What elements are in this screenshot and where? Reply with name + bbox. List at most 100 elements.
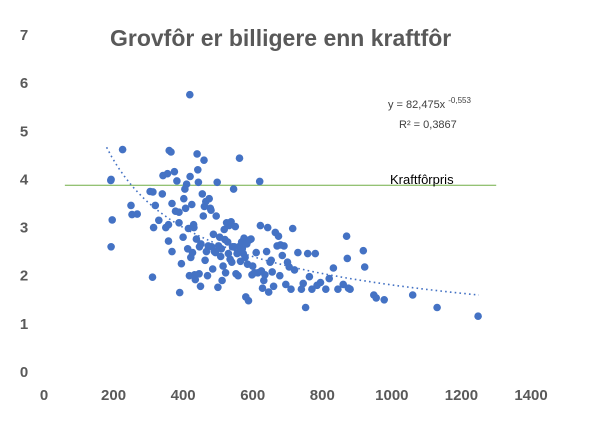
data-point bbox=[346, 285, 354, 294]
data-point bbox=[234, 271, 242, 280]
data-point bbox=[372, 294, 381, 302]
data-point bbox=[329, 264, 338, 272]
data-point bbox=[474, 312, 482, 321]
data-point bbox=[194, 166, 202, 174]
data-point bbox=[282, 280, 290, 289]
data-point bbox=[164, 220, 173, 229]
data-point bbox=[288, 224, 297, 233]
data-point bbox=[107, 243, 115, 251]
data-point bbox=[149, 223, 158, 232]
data-point bbox=[209, 230, 218, 239]
data-point bbox=[118, 145, 127, 154]
data-point bbox=[180, 194, 188, 203]
data-point bbox=[334, 285, 342, 294]
data-point bbox=[175, 219, 183, 227]
data-point bbox=[214, 283, 222, 292]
data-point bbox=[311, 249, 320, 258]
data-point bbox=[433, 303, 441, 312]
data-point bbox=[290, 266, 299, 274]
trendline-r-squared: R² = 0,3867 bbox=[399, 119, 457, 131]
data-point bbox=[322, 285, 330, 294]
data-point bbox=[248, 262, 257, 270]
data-point bbox=[255, 177, 264, 186]
data-point bbox=[107, 176, 115, 185]
data-point bbox=[308, 285, 316, 294]
data-point bbox=[164, 237, 173, 245]
x-tick-label: 400 bbox=[171, 387, 196, 404]
data-point bbox=[191, 275, 200, 284]
data-point bbox=[195, 270, 203, 278]
data-point bbox=[148, 273, 157, 282]
data-point bbox=[200, 156, 208, 164]
data-point bbox=[258, 284, 267, 293]
data-point bbox=[217, 245, 226, 253]
x-axis-ticks: 0 200 400 600 800 1000 1200 1400 bbox=[40, 387, 548, 404]
data-point bbox=[108, 216, 116, 224]
reference-line-label: Kraftfôrpris bbox=[390, 172, 454, 187]
data-point bbox=[233, 249, 241, 258]
data-point bbox=[198, 190, 207, 198]
data-point bbox=[260, 276, 268, 285]
data-point bbox=[261, 271, 269, 279]
data-point bbox=[303, 249, 312, 258]
data-point bbox=[280, 242, 288, 250]
data-point bbox=[262, 247, 271, 256]
data-point bbox=[224, 249, 233, 258]
data-point bbox=[213, 178, 221, 187]
data-points bbox=[107, 90, 482, 321]
data-point bbox=[264, 288, 273, 296]
data-point bbox=[194, 178, 203, 187]
data-point bbox=[229, 185, 238, 193]
data-point bbox=[221, 269, 230, 277]
x-tick-label: 1000 bbox=[375, 387, 408, 404]
x-tick-label: 0 bbox=[40, 387, 48, 404]
x-tick-label: 800 bbox=[310, 387, 335, 404]
data-point bbox=[179, 233, 187, 241]
y-axis-ticks: 0 1 2 3 4 5 6 7 bbox=[20, 27, 29, 381]
chart-title: Grovfôr er billigere enn kraftfôr bbox=[110, 25, 451, 51]
data-point bbox=[203, 271, 212, 280]
power-trendline bbox=[105, 146, 479, 296]
data-point bbox=[168, 247, 176, 256]
data-point bbox=[151, 201, 160, 210]
data-point bbox=[231, 222, 240, 231]
data-point bbox=[269, 282, 278, 291]
data-point bbox=[173, 177, 181, 185]
data-point bbox=[343, 254, 352, 263]
data-point bbox=[256, 221, 265, 230]
data-point bbox=[190, 223, 198, 232]
trendline-equation: y = 82,475x -0,553 bbox=[388, 96, 471, 111]
data-point bbox=[359, 246, 368, 255]
data-point bbox=[197, 240, 205, 248]
data-point bbox=[182, 180, 191, 188]
data-point bbox=[325, 274, 334, 283]
data-point bbox=[276, 271, 284, 280]
data-point bbox=[188, 200, 196, 209]
data-point bbox=[316, 278, 325, 287]
data-point bbox=[218, 276, 226, 285]
data-point bbox=[219, 262, 227, 270]
data-point bbox=[267, 256, 276, 265]
data-point bbox=[228, 258, 236, 267]
data-point bbox=[297, 285, 306, 294]
data-point bbox=[223, 238, 232, 246]
data-point bbox=[301, 303, 310, 312]
data-point bbox=[252, 248, 260, 257]
data-point bbox=[263, 223, 272, 232]
data-point bbox=[216, 252, 225, 261]
data-point bbox=[170, 167, 179, 176]
data-point bbox=[360, 263, 369, 271]
data-point bbox=[211, 248, 220, 257]
trendline-equation-base: y = 82,475x bbox=[388, 99, 446, 111]
x-tick-label: 1400 bbox=[514, 387, 547, 404]
data-point bbox=[278, 251, 287, 260]
data-point bbox=[199, 212, 208, 220]
y-tick-label: 2 bbox=[20, 268, 28, 285]
x-tick-label: 1200 bbox=[445, 387, 478, 404]
trendline-equation-exponent: -0,553 bbox=[448, 96, 471, 105]
data-point bbox=[244, 296, 253, 305]
data-point bbox=[133, 210, 141, 218]
data-point bbox=[408, 291, 417, 299]
data-point bbox=[305, 272, 314, 281]
